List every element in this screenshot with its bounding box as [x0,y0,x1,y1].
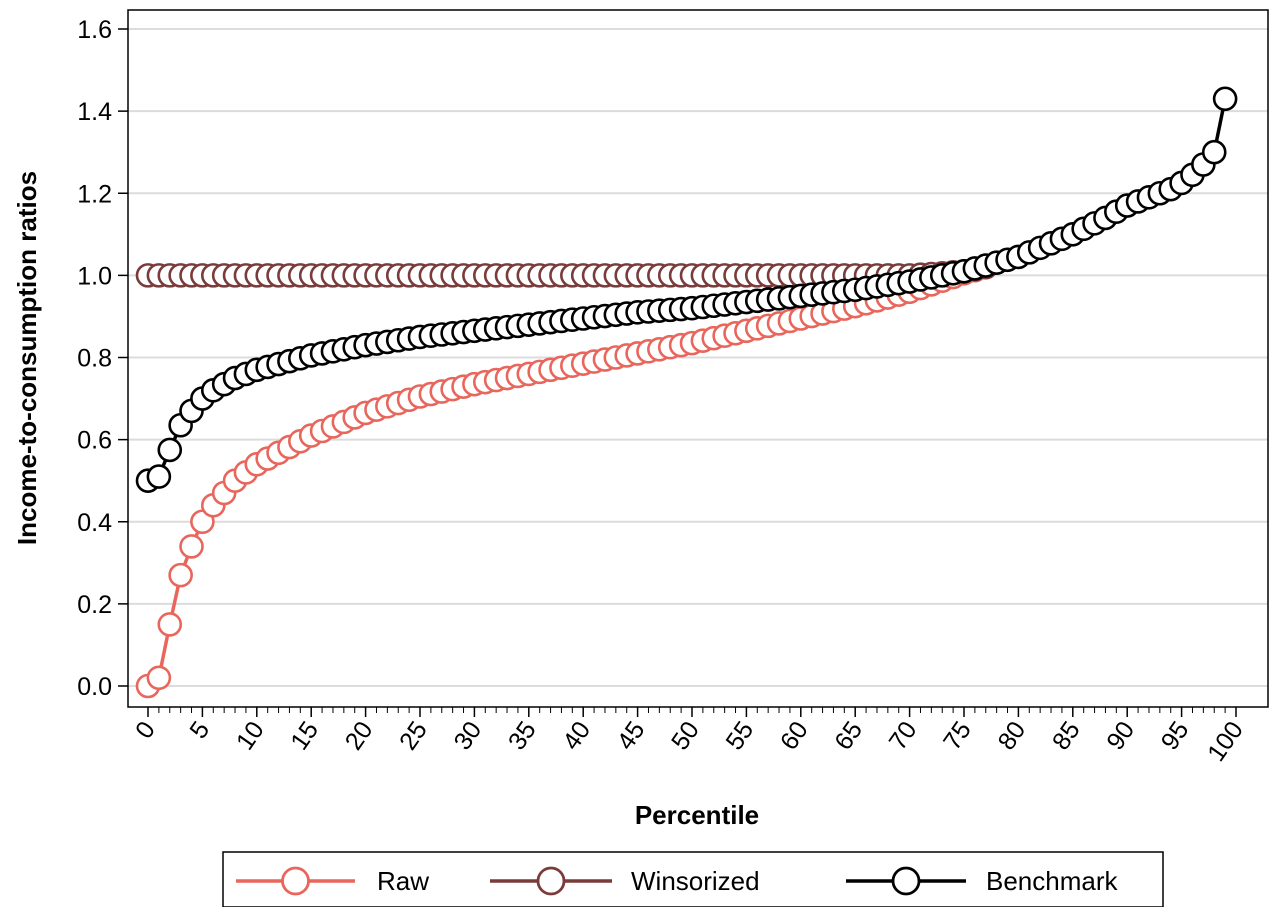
x-tick-label: 25 [394,716,433,755]
x-tick-label: 5 [184,716,215,743]
x-tick-label: 75 [938,716,977,755]
plot-frame [127,9,1269,708]
x-axis-title: Percentile [635,800,759,830]
x-tick-label: 90 [1101,716,1140,755]
x-tick-label: 70 [884,716,923,755]
y-tick-label: 0.8 [77,345,112,373]
legend-items: Raw Winsorized Benchmark [236,866,1118,896]
y-tick-label: 0.2 [77,591,112,619]
x-tick-label: 0 [130,716,161,743]
y-tick-label: 1.0 [77,262,112,290]
x-tick-label: 15 [285,716,324,755]
legend-item-benchmark: Benchmark [846,866,1118,896]
data-point-raw [179,534,204,559]
data-point-raw [146,665,172,691]
legend-label: Raw [377,866,429,896]
x-tick-label: 20 [340,716,379,755]
x-tick-label: 40 [557,716,596,755]
x-tick-label: 55 [720,716,759,755]
legend-marker [891,866,921,896]
data-point-benchmark [146,464,172,489]
legend-box [222,851,1164,908]
x-axis: 0 5 10 15 20 25 30 35 40 45 50 55 60 65 70 75 80 85 90 95 10… [130,707,1249,767]
y-tick-label: 1.2 [77,180,112,208]
y-tick-label: 1.4 [77,98,112,126]
legend: Raw Winsorized Benchmark [222,851,1164,908]
y-tick-label: 0.6 [77,427,112,455]
data-point-benchmark [1212,86,1238,112]
x-tick-label: 30 [448,716,487,755]
x-tick-label: 95 [1156,716,1195,755]
legend-marker [536,866,566,896]
y-axis-title: Income-to-consumption ratios [12,171,42,545]
series-layer [135,86,1238,699]
data-point-raw [168,562,193,588]
legend-item-winsorized: Winsorized [490,866,760,896]
x-tick-label: 10 [231,716,270,755]
y-axis: 0.0 0.2 0.4 0.6 0.8 1.0 1.2 1.4 1.6 [77,16,128,701]
y-tick-label: 0.4 [77,509,112,537]
x-tick-label: 60 [775,716,814,755]
x-tick-label: 80 [992,716,1031,755]
legend-marker [281,866,310,896]
x-tick-label: 45 [612,716,651,755]
x-tick-label: 35 [503,716,542,755]
data-point-benchmark [1201,139,1227,165]
x-tick-label: 85 [1047,716,1086,755]
x-tick-label: 65 [829,716,868,755]
data-point-benchmark [157,437,183,463]
y-tick-label: 1.6 [77,16,112,44]
data-point-raw [157,612,183,637]
y-tick-label: 0.0 [77,673,112,701]
legend-label: Benchmark [986,866,1118,896]
series-benchmark [135,86,1238,493]
legend-item-raw: Raw [236,866,429,896]
legend-label: Winsorized [631,866,760,896]
x-tick-label: 50 [666,716,705,755]
x-tick-label: 100 [1202,716,1249,766]
